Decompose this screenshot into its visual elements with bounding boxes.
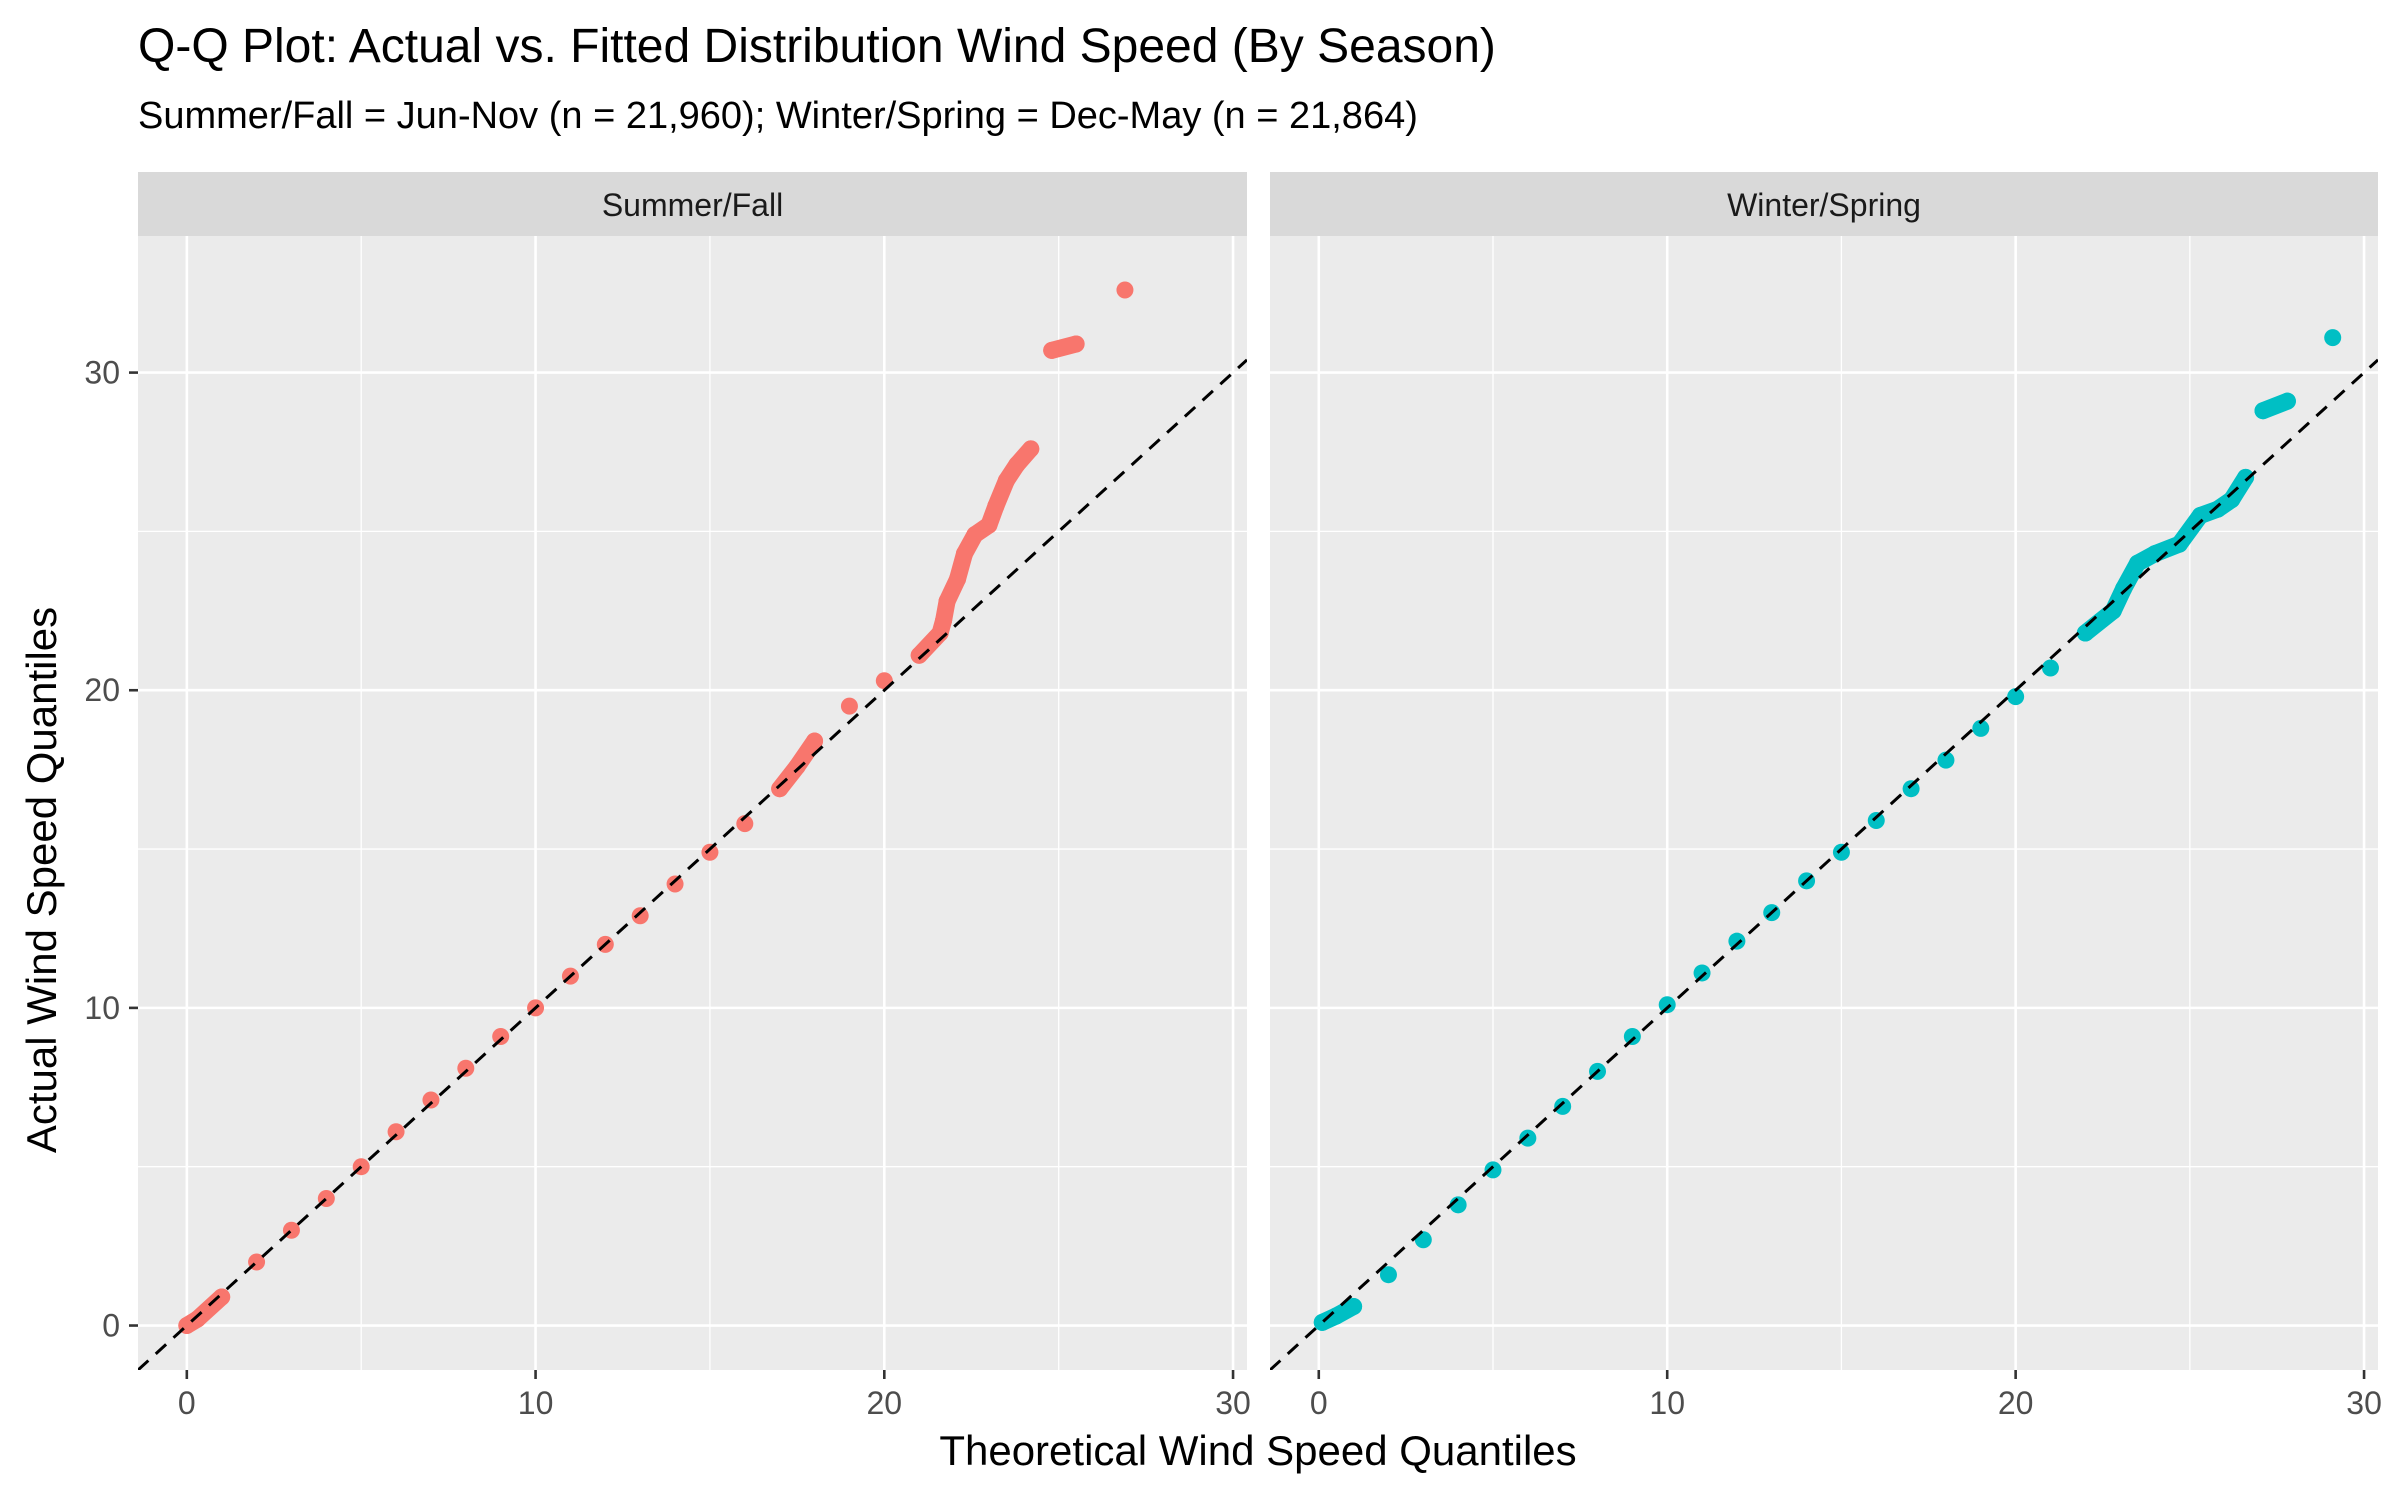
x-axis-title: Theoretical Wind Speed Quantiles	[939, 1427, 1576, 1474]
x-tick-label: 0	[178, 1385, 196, 1421]
facet-strip	[138, 172, 1247, 236]
data-point	[387, 1123, 405, 1141]
x-tick-label: 20	[1998, 1385, 2034, 1421]
data-point	[1867, 811, 1885, 829]
data-point	[1379, 1266, 1397, 1284]
data-point	[1728, 932, 1746, 950]
facet-strip-label: Winter/Spring	[1727, 187, 1921, 223]
facet-panel-0: Summer/Fall 0 10 20 30 0 10 20 30	[84, 172, 1251, 1421]
data-point	[1832, 843, 1850, 861]
data-point	[422, 1091, 440, 1109]
y-tick-label: 10	[84, 990, 120, 1026]
reference-line	[1270, 358, 2378, 1370]
data-point	[631, 907, 649, 925]
data-point	[1972, 719, 1990, 737]
data-point	[2324, 329, 2342, 347]
y-tick-label: 0	[102, 1308, 120, 1344]
data-point-band	[1008, 440, 1040, 474]
data-point	[701, 843, 719, 861]
data-point	[1937, 751, 1955, 769]
data-point	[1554, 1097, 1572, 1115]
data-point	[1623, 1027, 1641, 1045]
data-point	[1902, 780, 1920, 798]
data-point	[1484, 1161, 1502, 1179]
x-tick-label: 10	[518, 1385, 554, 1421]
x-tick-label: 10	[1649, 1385, 1685, 1421]
data-point-band	[1043, 335, 1085, 359]
panel-background	[1270, 236, 2378, 1370]
x-tick-label: 20	[867, 1385, 903, 1421]
data-point-band	[2254, 392, 2296, 420]
data-point	[1658, 996, 1676, 1014]
data-point	[457, 1059, 475, 1077]
chart-title: Q-Q Plot: Actual vs. Fitted Distribution…	[138, 20, 1496, 73]
facet-strip-label: Summer/Fall	[602, 187, 783, 223]
data-point	[840, 697, 858, 715]
data-point-band	[1327, 1297, 1363, 1325]
reference-line	[138, 358, 1247, 1370]
y-tick-label: 30	[84, 355, 120, 391]
y-axis-title: Actual Wind Speed Quantiles	[18, 607, 65, 1153]
data-point-band	[788, 732, 824, 775]
chart-subtitle: Summer/Fall = Jun-Nov (n = 21,960); Wint…	[138, 95, 1418, 137]
data-point	[1519, 1129, 1537, 1147]
x-tick-label: 0	[1310, 1385, 1328, 1421]
data-point	[492, 1027, 510, 1045]
data-point	[2041, 659, 2059, 677]
x-tick-label: 30	[2346, 1385, 2382, 1421]
panel-background	[138, 236, 1247, 1370]
facet-strip	[1270, 172, 2378, 236]
data-point	[1116, 281, 1134, 299]
facet-panel-1: Winter/Spring 0 10 20 30	[1270, 172, 2382, 1421]
facet-panels: Summer/Fall 0 10 20 30 0 10 20 30 Winter/Spring 0 1…	[84, 172, 2382, 1421]
x-tick-label: 30	[1215, 1385, 1251, 1421]
data-point-band	[188, 1288, 231, 1328]
data-point	[2007, 688, 2025, 706]
data-point	[1693, 964, 1711, 982]
data-point	[666, 875, 684, 893]
y-tick-label: 20	[84, 672, 120, 708]
